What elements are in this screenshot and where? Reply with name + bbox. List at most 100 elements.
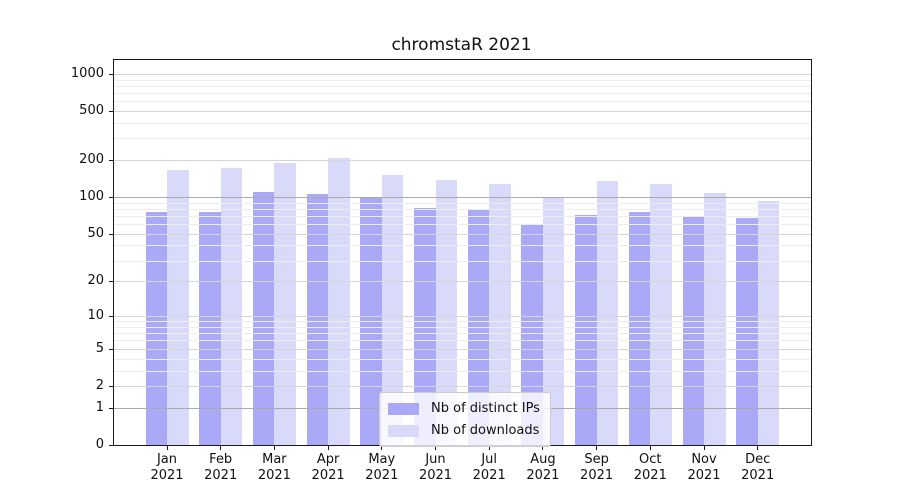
gridline-minor: [114, 215, 811, 217]
gridline-1000: [114, 73, 811, 75]
bar-downloads-mar-2021: [274, 163, 296, 445]
bar-distinct-ips-aug-2021: [521, 224, 543, 445]
y-tick-label: 100: [79, 189, 104, 205]
y-tick-mark: [109, 73, 113, 75]
x-tick-label: Nov 2021: [687, 452, 721, 483]
y-tick-label: 2: [95, 377, 104, 393]
gridline-100: [114, 197, 811, 199]
y-tick-mark: [109, 407, 113, 409]
x-tick-mark: [381, 446, 383, 450]
x-tick-label: May 2021: [365, 452, 399, 483]
x-tick-label: Dec 2021: [741, 452, 775, 483]
y-tick-label: 5: [95, 340, 104, 356]
x-tick-mark: [166, 446, 168, 450]
x-tick-mark: [542, 446, 544, 450]
x-tick-label: Sep 2021: [580, 452, 614, 483]
gridline-minor: [114, 333, 811, 335]
y-tick-mark: [109, 111, 113, 113]
bar-downloads-oct-2021: [650, 184, 672, 445]
gridline-minor: [114, 138, 811, 140]
y-tick-mark: [109, 197, 113, 199]
gridline-minor: [114, 245, 811, 247]
bar-distinct-ips-nov-2021: [682, 215, 704, 445]
x-tick-label: Jun 2021: [418, 452, 453, 483]
legend-label-distinct-ips: Nb of distinct IPs: [431, 401, 540, 416]
x-tick-mark: [327, 446, 329, 450]
y-tick-label: 10: [87, 308, 104, 324]
x-tick-mark: [273, 446, 275, 450]
bar-downloads-feb-2021: [220, 167, 243, 445]
y-tick-mark: [109, 233, 113, 235]
bar-downloads-jan-2021: [167, 169, 189, 445]
bar-distinct-ips-jun-2021: [414, 207, 436, 445]
gridline-2: [114, 385, 811, 387]
gridline-minor: [114, 370, 811, 372]
bar-downloads-sep-2021: [596, 180, 619, 445]
gridline-minor: [114, 101, 811, 103]
bar-distinct-ips-mar-2021: [252, 191, 275, 445]
x-tick-label: Aug 2021: [526, 452, 560, 483]
y-tick-mark: [109, 385, 113, 387]
bar-distinct-ips-oct-2021: [628, 211, 651, 445]
legend-swatch-distinct-ips: [388, 402, 419, 415]
x-tick-label: Oct 2021: [633, 452, 667, 483]
gridline-20: [114, 281, 811, 283]
x-tick-label: Jan 2021: [150, 452, 184, 483]
legend: Nb of distinct IPs Nb of downloads: [379, 392, 551, 447]
gridline-minor: [114, 326, 811, 328]
x-tick-label: Apr 2021: [311, 452, 345, 483]
bar-downloads-aug-2021: [542, 197, 565, 445]
bar-downloads-may-2021: [381, 174, 404, 445]
x-tick-label: Feb 2021: [204, 452, 238, 483]
bar-downloads-nov-2021: [704, 193, 726, 445]
gridline-200: [114, 160, 811, 162]
y-tick-label: 1000: [70, 65, 104, 81]
x-tick-mark: [649, 446, 651, 450]
gridline-minor: [114, 340, 811, 342]
gridline-minor: [114, 79, 811, 81]
bar-distinct-ips-may-2021: [360, 197, 382, 445]
x-tick-label: Jul 2021: [472, 452, 506, 483]
gridline-minor: [114, 224, 811, 226]
bar-downloads-jul-2021: [489, 183, 511, 445]
x-tick-mark: [757, 446, 759, 450]
gridline-minor: [114, 202, 811, 204]
gridline-50: [114, 233, 811, 235]
bar-distinct-ips-apr-2021: [306, 193, 329, 445]
gridline-minor: [114, 358, 811, 360]
y-tick-label: 50: [87, 225, 104, 241]
chart-title: chromstaR 2021: [391, 35, 532, 55]
gridline-minor: [114, 92, 811, 94]
legend-item-distinct-ips: Nb of distinct IPs: [388, 400, 540, 417]
x-tick-mark: [435, 446, 436, 450]
x-tick-mark: [220, 446, 222, 450]
bar-downloads-dec-2021: [757, 200, 780, 445]
bar-distinct-ips-sep-2021: [575, 214, 597, 445]
y-tick-label: 200: [79, 152, 104, 168]
x-tick-mark: [703, 446, 705, 450]
gridline-10: [114, 316, 811, 318]
y-tick-mark: [109, 348, 113, 350]
y-tick-mark: [109, 160, 113, 162]
plot-area: 0 1 2 5 10 20 50 100 200 500 1000 Jan 2021 Feb 2021 M…: [71, 59, 812, 483]
y-tick-mark: [109, 316, 113, 318]
x-tick-mark: [596, 446, 598, 450]
legend-item-downloads: Nb of downloads: [388, 422, 540, 439]
bar-distinct-ips-feb-2021: [199, 211, 221, 445]
gridline-5: [114, 348, 811, 350]
gridline-minor: [114, 85, 811, 87]
x-tick-label: Mar 2021: [257, 452, 291, 483]
gridline-minor: [114, 260, 811, 262]
legend-swatch-downloads: [388, 424, 419, 437]
y-tick-label: 500: [79, 103, 104, 119]
bar-distinct-ips-jan-2021: [145, 211, 167, 445]
gridline-minor: [114, 122, 811, 124]
gridline-minor: [114, 208, 811, 210]
gridline-minor: [114, 321, 811, 323]
gridline-500: [114, 111, 811, 113]
y-tick-label: 20: [87, 273, 104, 289]
y-tick-label: 0: [95, 437, 104, 452]
bar-downloads-apr-2021: [328, 158, 350, 445]
bar-distinct-ips-dec-2021: [736, 217, 758, 445]
